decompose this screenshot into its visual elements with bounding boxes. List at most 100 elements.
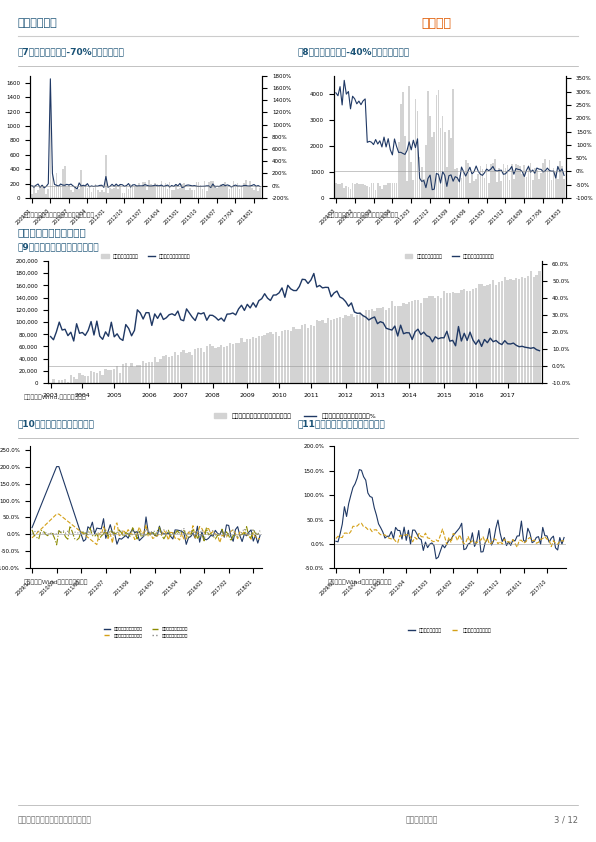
Text: 图11：房地产投资完成额增速放缓: 图11：房地产投资完成额增速放缓 bbox=[298, 419, 386, 429]
Bar bbox=[411, 162, 412, 198]
Bar bbox=[383, 185, 385, 198]
Bar bbox=[559, 161, 561, 198]
Bar bbox=[218, 188, 220, 198]
Bar bbox=[197, 348, 199, 383]
Bar bbox=[96, 373, 98, 383]
Bar bbox=[417, 300, 419, 383]
Bar bbox=[119, 372, 121, 383]
Bar bbox=[515, 278, 517, 383]
Bar bbox=[68, 184, 70, 198]
Bar bbox=[461, 178, 462, 198]
Bar bbox=[64, 166, 66, 198]
Bar bbox=[131, 363, 133, 383]
Bar bbox=[86, 188, 88, 198]
Bar bbox=[62, 169, 64, 198]
Bar bbox=[157, 184, 158, 198]
Bar bbox=[200, 348, 202, 383]
Bar bbox=[153, 185, 154, 198]
Bar bbox=[167, 189, 169, 198]
Bar bbox=[182, 349, 185, 383]
Bar bbox=[188, 353, 191, 383]
Bar bbox=[515, 163, 517, 198]
Bar bbox=[128, 189, 129, 198]
Legend: 厦工挖掘机单月销量, 厦工挖掘机单月销量同比: 厦工挖掘机单月销量, 厦工挖掘机单月销量同比 bbox=[100, 252, 193, 260]
Text: 图10：房屋面积增速小幅下调: 图10：房屋面积增速小幅下调 bbox=[18, 419, 95, 429]
Bar bbox=[443, 291, 445, 383]
Bar bbox=[498, 281, 500, 383]
Bar bbox=[374, 311, 375, 383]
Bar bbox=[450, 138, 452, 198]
Bar bbox=[159, 360, 162, 383]
Bar bbox=[446, 168, 448, 198]
Bar bbox=[463, 290, 465, 383]
Bar bbox=[339, 184, 341, 198]
Bar bbox=[278, 336, 280, 383]
Text: 3 / 12: 3 / 12 bbox=[554, 816, 578, 824]
Bar bbox=[70, 376, 72, 383]
Bar bbox=[185, 353, 188, 383]
Bar bbox=[249, 181, 251, 198]
Bar bbox=[304, 324, 306, 383]
Bar bbox=[202, 189, 203, 198]
Bar bbox=[204, 181, 206, 198]
Bar bbox=[337, 184, 339, 198]
Bar bbox=[336, 317, 338, 383]
Bar bbox=[272, 334, 275, 383]
Bar bbox=[375, 190, 377, 198]
Bar bbox=[179, 188, 181, 198]
Bar bbox=[420, 303, 422, 383]
Bar bbox=[240, 338, 243, 383]
Bar bbox=[462, 171, 464, 198]
Bar bbox=[185, 190, 187, 198]
Bar bbox=[253, 190, 255, 198]
Bar bbox=[136, 365, 138, 383]
Bar bbox=[210, 180, 212, 198]
Bar bbox=[446, 293, 448, 383]
Bar bbox=[209, 344, 211, 383]
Bar bbox=[354, 184, 356, 198]
Bar bbox=[175, 184, 176, 198]
Legend: 商品房单月销售面积同比, 房屋单月新开工面积同比, 房屋单月竣工面积同比, 房屋单月施工面积同比: 商品房单月销售面积同比, 房屋单月新开工面积同比, 房屋单月竣工面积同比, 房屋… bbox=[102, 626, 190, 640]
Bar bbox=[353, 317, 355, 383]
Bar bbox=[518, 279, 520, 383]
Text: 数据来源：Wind，东吴证券研究所: 数据来源：Wind，东吴证券研究所 bbox=[328, 580, 392, 585]
Bar bbox=[113, 370, 116, 383]
Text: 东吴证券: 东吴证券 bbox=[421, 17, 451, 29]
Bar bbox=[426, 298, 428, 383]
Bar bbox=[173, 190, 175, 198]
Bar bbox=[382, 307, 384, 383]
Bar bbox=[223, 347, 225, 383]
Bar bbox=[49, 90, 51, 198]
Bar bbox=[91, 192, 92, 198]
Bar bbox=[454, 169, 456, 198]
Bar bbox=[421, 167, 423, 198]
Bar bbox=[99, 192, 101, 198]
Bar bbox=[251, 188, 253, 198]
Bar bbox=[429, 115, 431, 198]
Bar bbox=[555, 173, 557, 198]
Bar bbox=[85, 184, 86, 198]
Bar bbox=[287, 330, 289, 383]
Bar bbox=[245, 180, 247, 198]
Bar bbox=[315, 320, 318, 383]
Bar bbox=[66, 187, 68, 198]
Legend: 基础设施建设投资：累计值（亿元）, 基础设施建设投资：累计同比%: 基础设施建设投资：累计值（亿元）, 基础设施建设投资：累计同比% bbox=[212, 411, 378, 421]
Bar bbox=[67, 382, 69, 383]
Legend: 厦工挖掘机累计销量, 厦工挖掘机累计销量同比: 厦工挖掘机累计销量, 厦工挖掘机累计销量同比 bbox=[403, 252, 496, 260]
Bar bbox=[350, 189, 352, 198]
Bar bbox=[84, 376, 86, 383]
Bar bbox=[110, 370, 113, 383]
Bar bbox=[509, 180, 511, 198]
Bar bbox=[342, 318, 344, 383]
Bar bbox=[429, 296, 431, 383]
Bar bbox=[473, 181, 475, 198]
Bar bbox=[58, 187, 60, 198]
Bar bbox=[513, 179, 515, 198]
Bar bbox=[78, 189, 80, 198]
Text: 数据来源：Wind,东吴证券研究所: 数据来源：Wind,东吴证券研究所 bbox=[24, 395, 86, 400]
Bar bbox=[97, 189, 98, 198]
Bar bbox=[490, 164, 492, 198]
Bar bbox=[76, 379, 77, 383]
Bar bbox=[362, 315, 364, 383]
Bar bbox=[52, 380, 55, 383]
